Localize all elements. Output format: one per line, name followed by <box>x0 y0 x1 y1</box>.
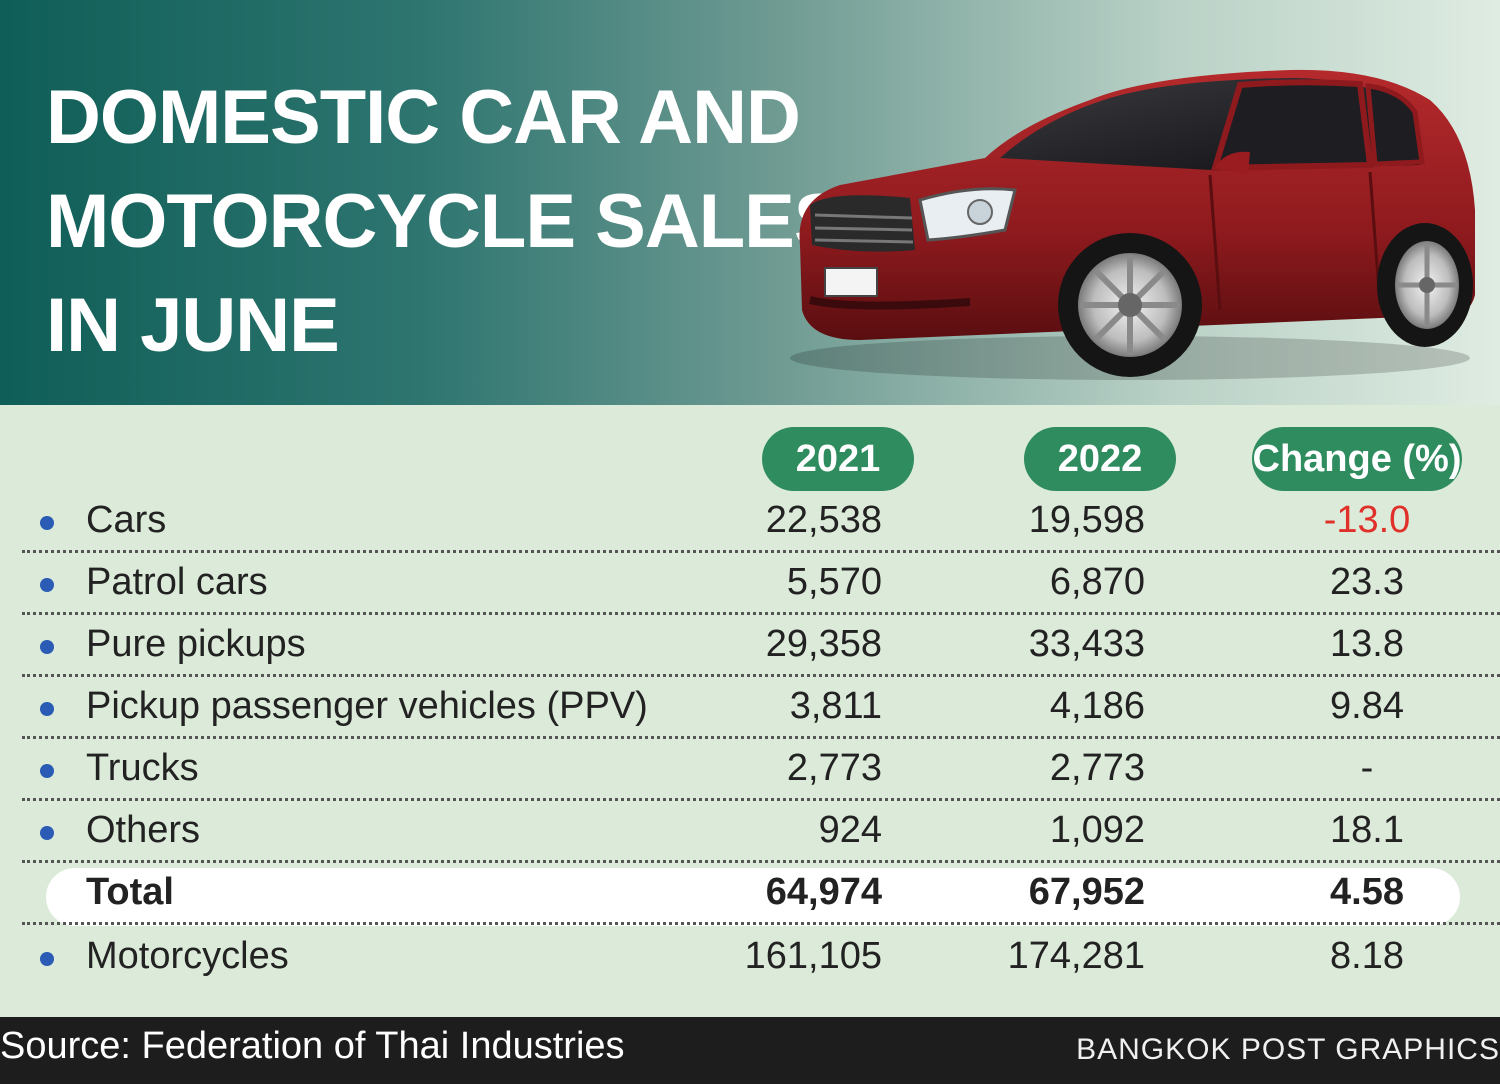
table-row: Pure pickups 29,358 33,433 13.8 <box>22 615 1500 677</box>
value-change: 18.1 <box>1330 809 1404 851</box>
row-divider <box>22 860 1500 863</box>
row-divider <box>22 922 1500 925</box>
source-note: Source: Federation of Thai Industries <box>0 1025 625 1067</box>
value-2022: 4,186 <box>1049 685 1145 727</box>
row-divider <box>22 736 1500 739</box>
value-change: -13.0 <box>1323 499 1411 541</box>
value-2022: 2,773 <box>1049 747 1145 789</box>
row-label: Pickup passenger vehicles (PPV) <box>86 685 648 727</box>
red-car-illustration <box>790 69 1475 380</box>
column-header-2022: 2022 <box>1024 427 1176 491</box>
bullet-icon <box>40 826 54 840</box>
value-change: 23.3 <box>1330 561 1404 603</box>
row-label: Others <box>86 809 201 851</box>
value-2022: 6,870 <box>1049 561 1145 603</box>
value-2022: 1,092 <box>1049 809 1145 851</box>
row-divider <box>22 674 1500 677</box>
value-2022: 174,281 <box>1007 935 1145 977</box>
value-change: - <box>1360 747 1374 789</box>
table-row: Patrol cars 5,570 6,870 23.3 <box>22 553 1500 615</box>
value-change: 8.18 <box>1330 935 1404 977</box>
bullet-icon <box>40 640 54 654</box>
total-2022: 67,952 <box>1028 871 1145 913</box>
value-2021: 29,358 <box>765 623 882 665</box>
row-label: Patrol cars <box>86 561 268 603</box>
title-line-2: MOTORCYCLE SALES <box>46 179 845 264</box>
table-row: Trucks 2,773 2,773 - <box>22 739 1500 801</box>
value-2021: 5,570 <box>786 561 882 603</box>
bullet-icon <box>40 952 54 966</box>
value-2022: 33,433 <box>1028 623 1145 665</box>
total-row-highlight <box>46 868 1460 926</box>
total-change: 4.58 <box>1330 871 1404 913</box>
header-banner: DOMESTIC CAR AND MOTORCYCLE SALES IN JUN… <box>0 0 1500 405</box>
table-row: Pickup passenger vehicles (PPV) 3,811 4,… <box>22 677 1500 739</box>
sales-table: 2021 2022 Change (%) Cars 22,538 19,598 … <box>0 405 1500 1017</box>
row-label: Cars <box>86 499 167 541</box>
table-row: Cars 22,538 19,598 -13.0 <box>22 491 1500 553</box>
title-line-3: IN JUNE <box>46 283 340 368</box>
graphics-credit: BANGKOK POST GRAPHICS <box>1076 1033 1500 1066</box>
title-line-1: DOMESTIC CAR AND <box>46 75 801 160</box>
bullet-icon <box>40 578 54 592</box>
value-2021: 22,538 <box>765 499 882 541</box>
row-divider <box>22 612 1500 615</box>
column-header-change: Change (%) <box>1252 427 1462 491</box>
value-change: 9.84 <box>1330 685 1404 727</box>
bullet-icon <box>40 764 54 778</box>
row-divider <box>22 798 1500 801</box>
footer-bar: Source: Federation of Thai Industries BA… <box>0 1017 1500 1084</box>
value-2021: 3,811 <box>789 685 882 727</box>
row-label: Trucks <box>86 747 199 789</box>
row-label: Pure pickups <box>86 623 306 665</box>
row-divider <box>22 550 1500 553</box>
column-header-2021: 2021 <box>762 427 914 491</box>
row-label: Motorcycles <box>86 935 289 977</box>
value-2021: 924 <box>818 809 882 851</box>
table-row: Motorcycles 161,105 174,281 8.18 <box>22 927 1500 989</box>
total-2021: 64,974 <box>765 871 882 913</box>
value-2021: 161,105 <box>744 935 882 977</box>
total-label: Total <box>86 871 174 913</box>
bullet-icon <box>40 702 54 716</box>
total-row: Total 64,974 67,952 4.58 <box>22 863 1500 925</box>
table-row: Others 924 1,092 18.1 <box>22 801 1500 863</box>
chart-title: DOMESTIC CAR AND MOTORCYCLE SALES IN JUN… <box>46 66 845 378</box>
bullet-icon <box>40 516 54 530</box>
value-2022: 19,598 <box>1028 499 1145 541</box>
value-2021: 2,773 <box>786 747 882 789</box>
value-change: 13.8 <box>1330 623 1404 665</box>
